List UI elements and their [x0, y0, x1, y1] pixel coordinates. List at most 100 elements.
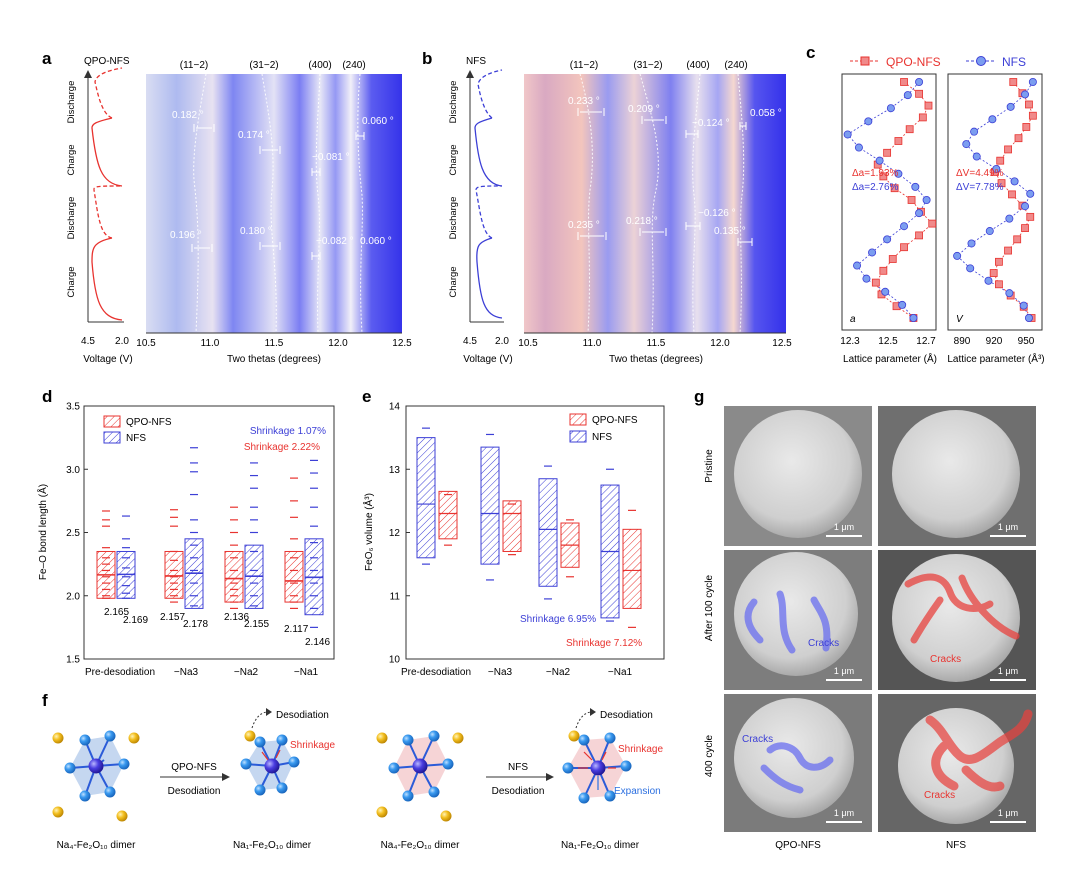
lattice-point-nfs	[1010, 177, 1019, 186]
y-tick-label: 2.5	[66, 528, 80, 539]
lattice-point-nfs	[985, 227, 994, 236]
panel-a-peak-trace	[261, 73, 277, 334]
panel-a-shift-label: 0.174 °	[238, 130, 270, 141]
lattice-point-nfs	[953, 251, 962, 260]
panel-e-shrink-qpo: Shrinkage 7.12%	[566, 638, 642, 649]
panel-a-peak-label: (400)	[308, 60, 331, 71]
panel-b-shift-label: 0.135 °	[714, 226, 746, 237]
panel-d-boxes	[96, 447, 324, 628]
panel-c-a-tick: 12.3	[840, 336, 860, 347]
panel-b-shift-marker	[577, 232, 607, 240]
panel-d-category: −Na1	[294, 667, 319, 678]
panel-c-a-xlabel: Lattice parameter (Å)	[843, 352, 937, 365]
panel-b-theta-label: Two thetas (degrees)	[609, 354, 703, 365]
lattice-point-qpo	[900, 78, 908, 86]
panel-a: a QPO-NFS Discharge Charge Discharge Cha…	[42, 49, 412, 365]
lattice-point-qpo	[871, 278, 880, 287]
lattice-point-nfs	[1005, 289, 1014, 298]
panel-c-points	[843, 78, 1037, 322]
oxygen-atom	[562, 762, 574, 774]
lattice-point-qpo	[1008, 190, 1016, 199]
panel-b-peak-label: (31−2)	[633, 60, 662, 71]
lattice-point-nfs	[970, 127, 979, 136]
lattice-point-qpo	[1004, 246, 1012, 255]
panel-b-axis-arrow-icon	[466, 70, 474, 78]
panel-a-sample-label: QPO-NFS	[84, 56, 130, 67]
oxygen-atom	[240, 758, 252, 770]
panel-b-peak-trace	[579, 73, 593, 334]
panel-g: g Pristine After 100 cycle 400 cycle 1 μ…	[694, 387, 1036, 851]
sem-particle	[892, 554, 1020, 682]
sodium-atom	[116, 810, 128, 822]
lattice-point-nfs	[843, 130, 852, 139]
box-qpo	[284, 550, 304, 603]
cracks-label: Cracks	[808, 638, 839, 649]
oxygen-atom	[428, 786, 440, 798]
panel-a-peak-trace	[357, 73, 363, 334]
desodiation-arrow-icon	[590, 708, 596, 716]
panel-a-theta-label: Two thetas (degrees)	[227, 354, 321, 365]
panel-b-shift-label: 0.235 °	[568, 220, 600, 231]
panel-b-theta-tick: 12.0	[710, 338, 730, 349]
oxygen-atom	[578, 792, 590, 804]
cracks-label: Cracks	[924, 790, 955, 801]
lattice-point-qpo	[890, 184, 899, 193]
panel-d-shrink-qpo: Shrinkage 2.22%	[244, 442, 320, 453]
panel-e-y-ticks: 10 11 12 13 14	[389, 402, 410, 666]
desodiation-path	[251, 711, 269, 729]
lattice-point-qpo	[907, 196, 916, 204]
panel-a-shift-label: 0.182 °	[172, 110, 204, 121]
lattice-point-qpo	[894, 137, 903, 145]
oxygen-atom	[604, 732, 616, 744]
structure-na1-nfs: Desodiation Shrinkage Expansion	[562, 708, 663, 804]
crack-overlay	[744, 590, 831, 654]
panel-c-v-tick: 920	[986, 336, 1003, 347]
panel-c-legend-marker-nfs	[976, 56, 986, 66]
panel-a-shift-label: 0.060 °	[362, 116, 394, 127]
lattice-point-nfs	[909, 313, 918, 322]
panel-c-legend-qpo: QPO-NFS	[886, 55, 941, 69]
panel-b-sample-label: NFS	[466, 56, 486, 67]
lattice-point-nfs	[962, 140, 971, 149]
panel-b-heatmap	[524, 74, 786, 333]
lattice-point-qpo	[915, 231, 923, 240]
lattice-point-qpo	[905, 125, 914, 134]
scale-label: 1 μm	[998, 522, 1018, 532]
panel-a-shift-label: 0.180 °	[240, 226, 272, 237]
panel-a-peak-trace	[315, 73, 321, 334]
panel-c-frame-v	[947, 73, 1043, 331]
y-tick-label: 3.5	[66, 402, 80, 413]
oxygen-atom	[620, 760, 632, 772]
lattice-point-nfs	[972, 152, 981, 161]
sem-row-label: Pristine	[704, 449, 715, 483]
panel-b-charge-curve-1	[476, 237, 503, 319]
sodium-atom	[244, 730, 256, 742]
lattice-point-nfs	[853, 261, 862, 270]
panel-b-discharge-curve-1	[475, 185, 503, 239]
y-tick-label: 10	[389, 655, 401, 666]
scale-label: 1 μm	[998, 808, 1018, 818]
panel-b-peak-label: (240)	[724, 60, 747, 71]
panel-b-theta-tick: 11.5	[647, 338, 666, 349]
y-tick-label: 3.0	[66, 465, 80, 476]
sem-row-label: After 100 cycle	[704, 574, 715, 641]
panel-d-value-label: 2.157	[160, 612, 185, 623]
sodium-atom	[52, 732, 64, 744]
panel-d-ylabel: Fe–O bond length (Å)	[36, 484, 49, 580]
panel-b-shift-marker	[737, 238, 753, 246]
panel-b-shift-label: 0.233 °	[568, 96, 600, 107]
panel-c-a-label: a	[850, 314, 856, 325]
panel-a-voltage-tick: 4.5	[81, 336, 95, 347]
panel-a-shift-marker	[311, 252, 321, 260]
lattice-point-qpo	[915, 89, 923, 98]
lattice-point-qpo	[1014, 134, 1023, 143]
lattice-point-qpo	[1021, 224, 1029, 232]
lattice-point-qpo	[1028, 111, 1037, 120]
y-tick-label: 11	[390, 591, 401, 602]
desodiation-label: Desodiation	[276, 710, 329, 721]
panel-b-state-label: Charge	[448, 266, 459, 297]
iron-atom	[590, 760, 606, 776]
lattice-point-nfs	[967, 239, 976, 248]
panel-e-legend-nfs: NFS	[592, 432, 612, 443]
